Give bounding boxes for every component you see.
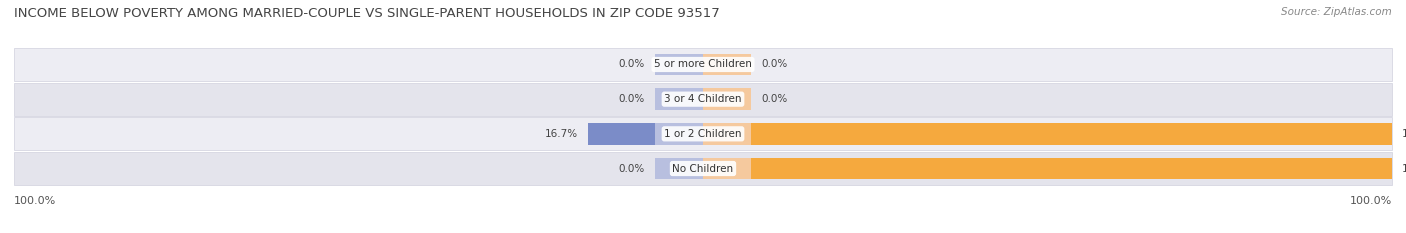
- Text: 100.0%: 100.0%: [1402, 129, 1406, 139]
- Bar: [703, 123, 751, 145]
- Text: INCOME BELOW POVERTY AMONG MARRIED-COUPLE VS SINGLE-PARENT HOUSEHOLDS IN ZIP COD: INCOME BELOW POVERTY AMONG MARRIED-COUPL…: [14, 7, 720, 20]
- Text: 0.0%: 0.0%: [762, 94, 787, 104]
- Bar: [655, 123, 703, 145]
- Bar: [655, 158, 703, 179]
- Bar: [703, 54, 751, 75]
- Text: Source: ZipAtlas.com: Source: ZipAtlas.com: [1281, 7, 1392, 17]
- Text: 100.0%: 100.0%: [1350, 196, 1392, 206]
- Bar: [14, 82, 1392, 116]
- Bar: [751, 123, 1392, 145]
- Text: 0.0%: 0.0%: [619, 164, 644, 174]
- Text: 0.0%: 0.0%: [619, 59, 644, 69]
- Text: 0.0%: 0.0%: [619, 94, 644, 104]
- Bar: [14, 152, 1392, 185]
- Text: No Children: No Children: [672, 164, 734, 174]
- Text: 0.0%: 0.0%: [762, 59, 787, 69]
- Text: 3 or 4 Children: 3 or 4 Children: [664, 94, 742, 104]
- Bar: [14, 48, 1392, 81]
- Text: 100.0%: 100.0%: [14, 196, 56, 206]
- Bar: [14, 117, 1392, 151]
- Text: 100.0%: 100.0%: [1402, 164, 1406, 174]
- Text: 16.7%: 16.7%: [544, 129, 578, 139]
- Bar: [655, 54, 703, 75]
- Text: 1 or 2 Children: 1 or 2 Children: [664, 129, 742, 139]
- Bar: [703, 158, 751, 179]
- Bar: [751, 158, 1392, 179]
- Bar: [703, 88, 751, 110]
- Bar: [655, 88, 703, 110]
- Text: 5 or more Children: 5 or more Children: [654, 59, 752, 69]
- Bar: [588, 123, 655, 145]
